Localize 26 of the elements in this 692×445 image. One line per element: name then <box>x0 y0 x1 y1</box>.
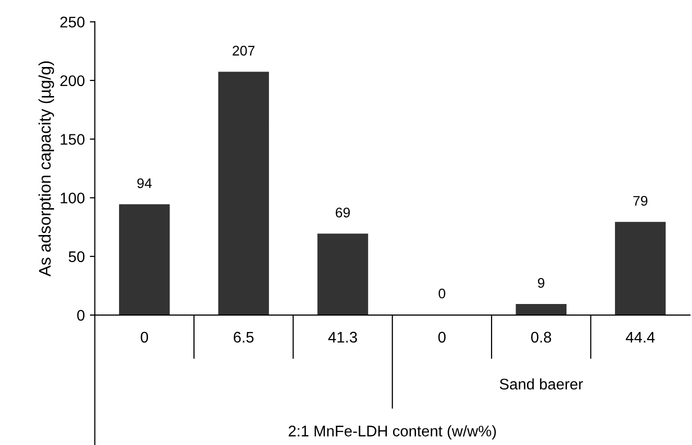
y-tick-label: 250 <box>60 16 84 28</box>
data-label: 9 <box>538 278 544 288</box>
y-axis-title: As adsorption capacity (µg/g) <box>38 61 54 276</box>
y-tick-label: 0 <box>77 310 84 321</box>
bar <box>218 72 269 316</box>
y-tick-label: 150 <box>60 134 84 145</box>
data-label: 94 <box>137 178 152 188</box>
data-label: 0 <box>438 288 446 298</box>
x-tick-label: 0 <box>140 332 148 343</box>
x-tick-label: 41.3 <box>328 332 357 343</box>
x-tick-label: 44.4 <box>626 332 655 342</box>
y-tick-label: 50 <box>68 251 84 262</box>
text: Sand baerer <box>500 378 583 390</box>
bar <box>317 234 368 316</box>
data-label: 79 <box>633 196 648 206</box>
x-tick-label: 0 <box>438 332 446 343</box>
y-tick-label: 200 <box>60 75 84 86</box>
bar <box>119 204 170 316</box>
y-tick-label: 100 <box>60 192 84 204</box>
x-tick-label: 0.8 <box>531 332 552 343</box>
data-label: 69 <box>336 208 350 218</box>
bar <box>614 222 666 316</box>
text: 2:1 MnFe-LDH content (w/w%) <box>288 425 496 440</box>
data-label: 207 <box>232 46 254 56</box>
x-tick-label: 6.5 <box>234 332 254 343</box>
bar <box>516 304 566 316</box>
